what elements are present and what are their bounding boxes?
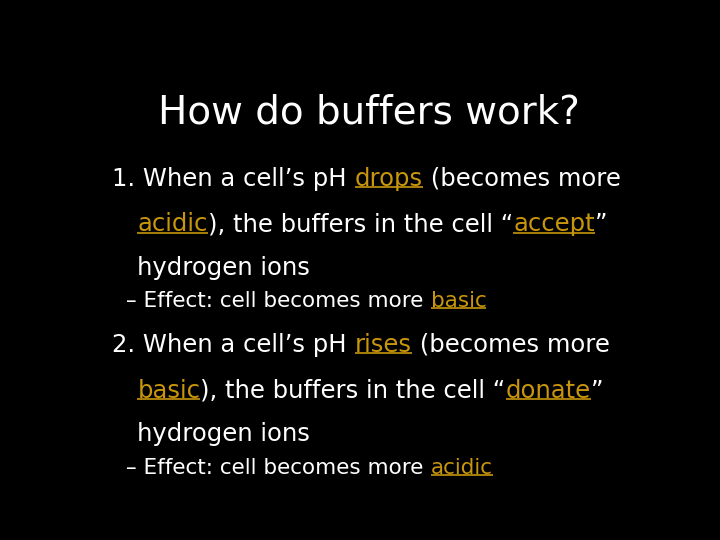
Text: rises: rises xyxy=(354,333,412,357)
Text: (becomes more: (becomes more xyxy=(412,333,609,357)
Text: ), the buffers in the cell “: ), the buffers in the cell “ xyxy=(200,379,505,403)
Text: ), the buffers in the cell “: ), the buffers in the cell “ xyxy=(208,212,513,237)
Text: donate: donate xyxy=(505,379,591,403)
Text: accept: accept xyxy=(513,212,595,237)
Text: 1. When a cell’s pH: 1. When a cell’s pH xyxy=(112,167,354,191)
Text: acidic: acidic xyxy=(431,458,492,478)
Text: basic: basic xyxy=(138,379,200,403)
Text: drops: drops xyxy=(354,167,423,191)
Text: – Effect: cell becomes more: – Effect: cell becomes more xyxy=(126,458,431,478)
Text: 2. When a cell’s pH: 2. When a cell’s pH xyxy=(112,333,354,357)
Text: acidic: acidic xyxy=(138,212,208,237)
Text: hydrogen ions: hydrogen ions xyxy=(138,256,310,280)
Text: ”: ” xyxy=(595,212,607,237)
Text: How do buffers work?: How do buffers work? xyxy=(158,94,580,132)
Text: hydrogen ions: hydrogen ions xyxy=(138,422,310,447)
Text: – Effect: cell becomes more: – Effect: cell becomes more xyxy=(126,292,431,312)
Text: (becomes more: (becomes more xyxy=(423,167,621,191)
Text: ”: ” xyxy=(591,379,603,403)
Text: basic: basic xyxy=(431,292,486,312)
